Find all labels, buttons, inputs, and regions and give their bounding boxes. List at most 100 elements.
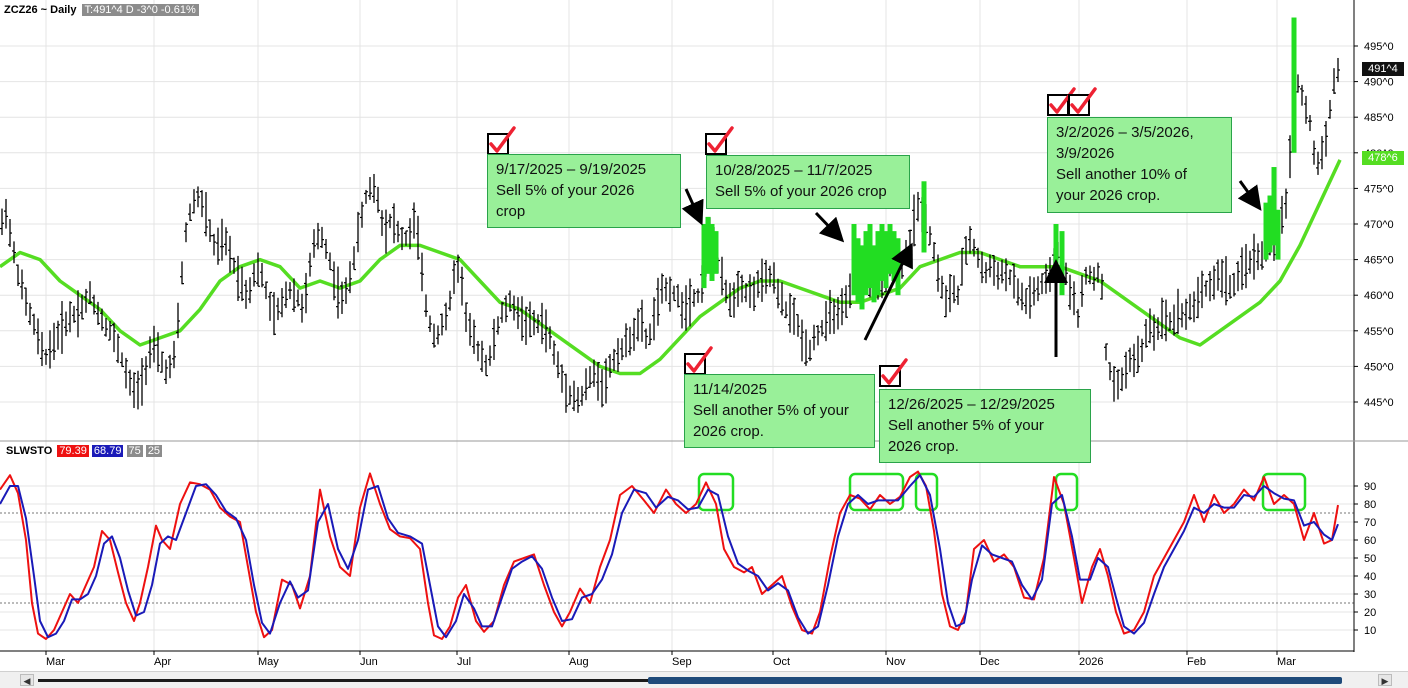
- price-bar: [1288, 135, 1292, 179]
- price-bar: [4, 198, 8, 229]
- stoch-tick-label: 60: [1364, 535, 1376, 547]
- month-label: Nov: [886, 656, 906, 668]
- price-bar: [464, 302, 468, 332]
- price-bar: [100, 308, 104, 331]
- price-bar: [116, 333, 120, 364]
- price-bar: [536, 314, 540, 334]
- price-bar: [632, 317, 636, 351]
- price-bar: [988, 254, 992, 278]
- price-bar: [28, 302, 32, 326]
- price-bar: [1128, 347, 1132, 373]
- price-bar: [220, 218, 224, 261]
- price-bar: [608, 353, 612, 378]
- price-bar: [20, 269, 24, 300]
- price-tick-label: 460^0: [1364, 290, 1394, 302]
- upper-level-value: 75: [126, 445, 143, 457]
- price-bar: [780, 282, 784, 316]
- price-bar: [1120, 367, 1124, 392]
- price-bar: [768, 265, 772, 288]
- price-bar: [1248, 250, 1252, 274]
- scroll-right-icon[interactable]: ▶: [1378, 674, 1392, 686]
- annotation-line: 2026 crop.: [888, 438, 959, 455]
- price-bar: [1040, 273, 1044, 295]
- price-bar: [452, 260, 456, 295]
- price-bar: [40, 332, 44, 366]
- signal-bar: [883, 231, 889, 289]
- stochastic-layer: [0, 470, 1339, 640]
- price-bar: [120, 352, 124, 368]
- price-bar: [740, 274, 744, 303]
- stoch-tick-label: 70: [1364, 517, 1376, 529]
- price-bar: [1144, 319, 1148, 348]
- price-bar: [544, 309, 548, 353]
- price-bar: [1092, 266, 1096, 291]
- price-bar: [796, 314, 800, 337]
- price-bar: [844, 285, 848, 318]
- price-bar: [1252, 233, 1256, 280]
- month-label: Mar: [1277, 656, 1296, 668]
- grid-lines: [0, 0, 1354, 652]
- price-bar: [176, 302, 180, 339]
- checkmark-box-icon: [487, 126, 516, 155]
- annotation-line: 3/9/2026: [1056, 145, 1115, 162]
- price-bar: [252, 263, 256, 287]
- price-bar: [8, 219, 12, 247]
- price-bar: [1328, 99, 1332, 119]
- price-bar: [1156, 317, 1160, 340]
- price-bar: [292, 278, 296, 313]
- price-bar: [432, 323, 436, 348]
- scroll-thumb[interactable]: [648, 677, 1342, 684]
- stoch-k-line: [0, 470, 1339, 640]
- price-bar: [496, 316, 500, 335]
- price-bar: [1048, 257, 1052, 292]
- price-bar: [792, 297, 796, 335]
- annotation-line: Sell another 5% of your: [888, 417, 1044, 434]
- indicator-name[interactable]: SLWSTO: [6, 445, 53, 457]
- symbol-label[interactable]: ZCZ26 ~ Daily: [4, 4, 77, 16]
- price-bar: [316, 222, 320, 250]
- horizontal-scrollbar[interactable]: ◀ ▶: [0, 671, 1408, 688]
- price-bar: [364, 189, 368, 204]
- price-bar: [476, 340, 480, 362]
- signal-bar: [879, 224, 885, 281]
- annotation-line: 3/2/2026 – 3/5/2026,: [1056, 124, 1194, 141]
- price-bar: [952, 275, 956, 304]
- price-bar: [384, 209, 388, 254]
- price-bar: [208, 219, 212, 242]
- price-bar: [60, 301, 64, 354]
- price-bar: [216, 227, 220, 265]
- price-bar: [480, 340, 484, 373]
- price-bar: [300, 293, 304, 323]
- price-bar: [636, 308, 640, 342]
- arrow-icon: [863, 242, 913, 341]
- price-bar: [560, 364, 564, 393]
- price-bar: [256, 252, 260, 287]
- price-bar: [1036, 276, 1040, 302]
- price-bar: [504, 295, 508, 323]
- price-bar: [448, 290, 452, 311]
- price-bar: [656, 277, 660, 326]
- price-bar: [1232, 272, 1236, 297]
- price-bar: [408, 218, 412, 250]
- price-tick-label: 470^0: [1364, 219, 1394, 231]
- scroll-left-icon[interactable]: ◀: [20, 674, 34, 686]
- signal-bar: [1271, 167, 1277, 246]
- price-tick-label: 485^0: [1364, 112, 1394, 124]
- price-bar: [832, 299, 836, 334]
- price-bar: [368, 177, 372, 200]
- price-bar: [984, 262, 988, 284]
- price-tick-label: 445^0: [1364, 397, 1394, 409]
- price-bar: [88, 281, 92, 305]
- price-bar: [1228, 275, 1232, 299]
- price-bar: [24, 287, 28, 316]
- stoch-tick-label: 10: [1364, 625, 1376, 637]
- price-bar: [688, 278, 692, 327]
- price-bar: [380, 210, 384, 236]
- signal-bar: [713, 231, 719, 274]
- price-bar: [200, 190, 204, 218]
- price-bar: [164, 359, 168, 384]
- price-bar: [320, 226, 324, 249]
- price-bar: [980, 251, 984, 284]
- price-bar: [1096, 262, 1100, 283]
